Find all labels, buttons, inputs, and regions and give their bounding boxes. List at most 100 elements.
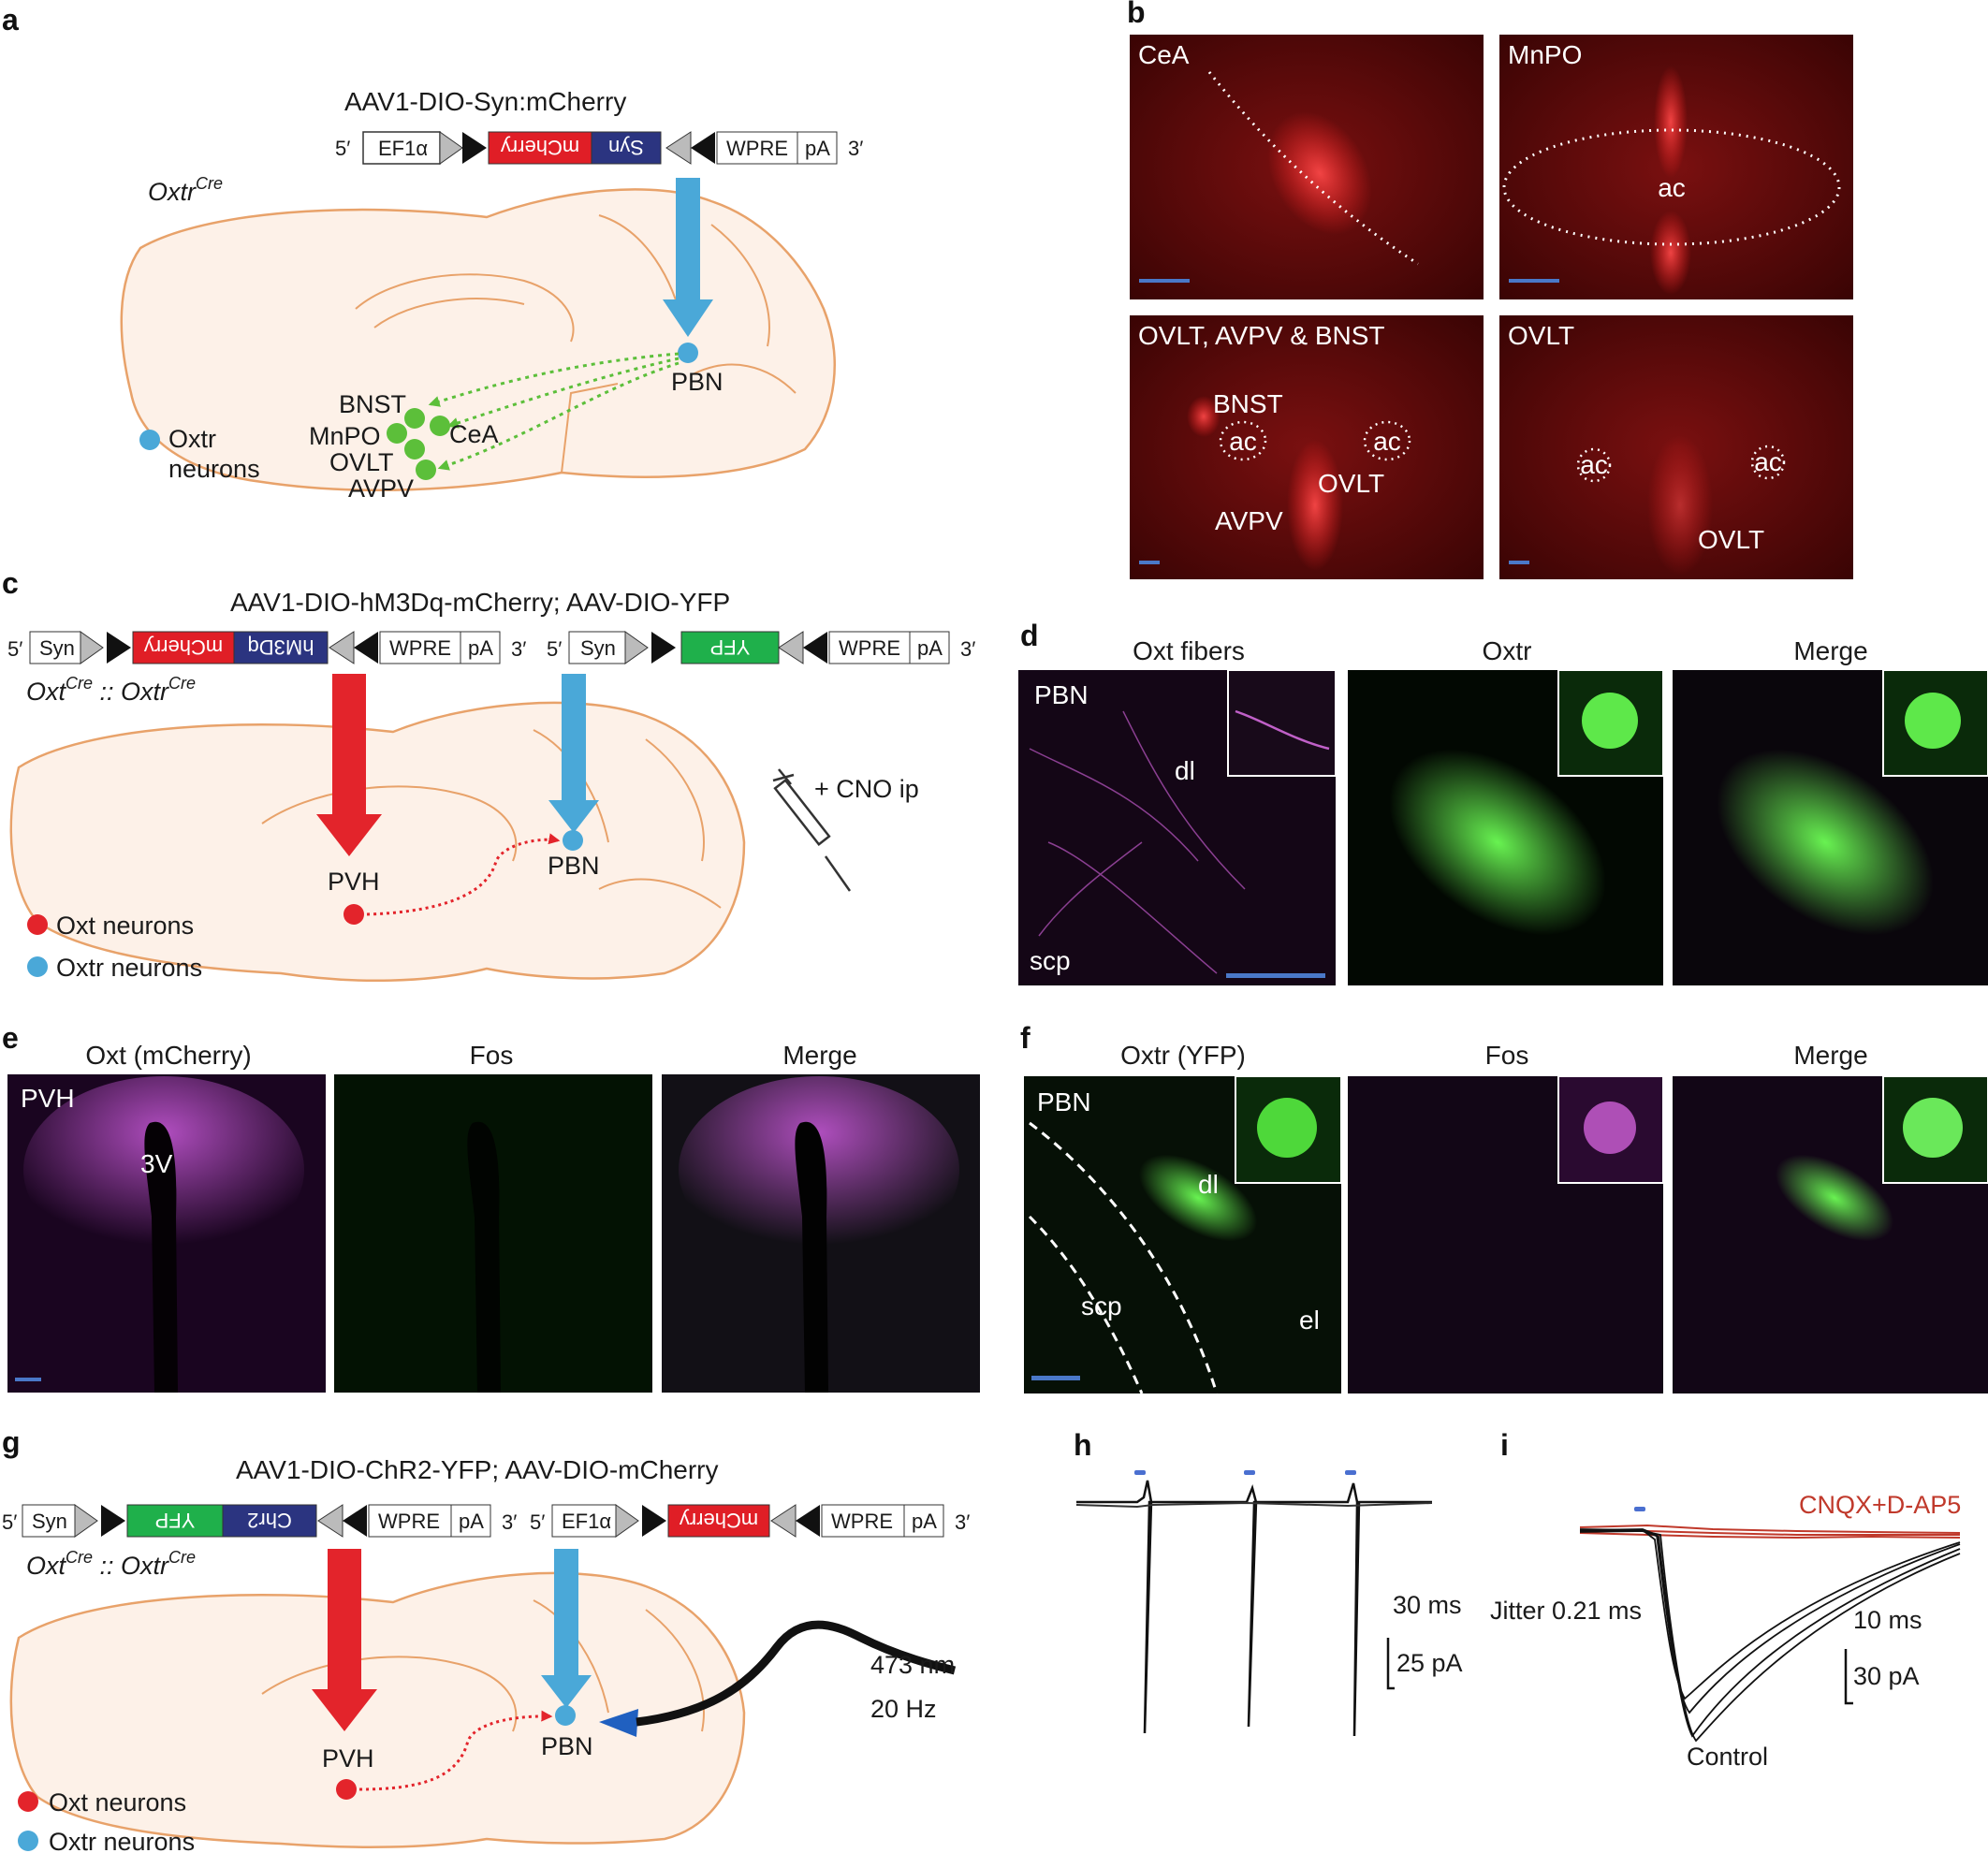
cno-label: + CNO ip: [814, 775, 919, 803]
label-el-f: el: [1299, 1306, 1320, 1335]
prime3-a: 3′: [848, 137, 863, 160]
jitter-label: Jitter 0.21 ms: [1490, 1597, 1642, 1625]
label-ac-b4-left: ac: [1580, 450, 1608, 479]
title-d2: Oxtr: [1483, 636, 1532, 665]
svg-text:5′: 5′: [2, 1510, 17, 1534]
label-dl-f: dl: [1198, 1170, 1219, 1199]
svg-text:Syn: Syn: [32, 1510, 67, 1533]
injection-arrow-head-a: [663, 299, 713, 337]
spike-trace: [1076, 1480, 1432, 1737]
scale-amp-h: 25 pA: [1396, 1649, 1463, 1677]
label-bnst-b3: BNST: [1213, 389, 1283, 418]
svg-text:3′: 3′: [511, 637, 526, 661]
mnpo-signal: [1654, 66, 1688, 178]
svg-text:YFP: YFP: [710, 635, 751, 659]
scale-bar: [1031, 1376, 1080, 1380]
mouse-line-a: OxtrCre: [148, 174, 223, 206]
construct-a: 5′ EF1α mCherry Syn WPRE pA 3′: [335, 131, 863, 165]
construct-title-c: AAV1-DIO-hM3Dq-mCherry; AAV-DIO-YFP: [230, 588, 730, 617]
stim-markers-h: [1134, 1470, 1356, 1475]
panel-letter-d: d: [1020, 619, 1039, 652]
scale-time-h: 30 ms: [1393, 1591, 1462, 1619]
mcherry-label: mCherry: [501, 136, 579, 159]
svg-text:3′: 3′: [960, 637, 975, 661]
syn-label: Syn: [608, 136, 644, 159]
loxp-triangle: [439, 131, 463, 165]
panel-letter-c: c: [2, 566, 19, 600]
svg-text:5′: 5′: [547, 637, 562, 661]
panel-a: a AAV1-DIO-Syn:mCherry 5′ EF1α mCherry S…: [2, 3, 863, 503]
panel-b: b CeA ac MnPO OVLT, AVPV & BNST BNST ac …: [1127, 0, 1853, 579]
title-e1: Oxt (mCherry): [85, 1041, 251, 1070]
scale-bar-i: [1844, 1649, 1853, 1705]
pbn-dot-a: [678, 343, 698, 363]
construct-c2: 5′ Syn YFP WPRE pA 3′: [547, 631, 975, 664]
projection-arrow-c: [366, 833, 561, 916]
scale-bar: [1509, 279, 1559, 283]
legend-dot-oxtr-c: [27, 956, 48, 977]
svg-text:mCherry: mCherry: [680, 1509, 758, 1532]
injection-arrow-oxt-c: [332, 674, 366, 814]
control-traces: [1579, 1528, 1961, 1743]
svg-text:Syn: Syn: [580, 636, 616, 660]
title-d3: Merge: [1793, 636, 1867, 665]
scale-time-i: 10 ms: [1853, 1606, 1922, 1634]
title-e3: Merge: [782, 1041, 856, 1070]
scale-bar: [1139, 561, 1160, 564]
ovlt-signal: [1287, 440, 1343, 571]
svg-text:hM3Dq: hM3Dq: [248, 635, 314, 659]
syn-box: [591, 131, 662, 165]
label-scp-f: scp: [1081, 1291, 1122, 1320]
cea-signal: [1267, 111, 1372, 235]
legend-dot-oxtr-a: [139, 430, 160, 450]
svg-text:Syn: Syn: [39, 636, 75, 660]
ovlt-signal: [1647, 435, 1713, 576]
construct-g2: 5′ EF1α mCherry WPRE pA 3′: [530, 1504, 970, 1538]
title-f1: Oxtr (YFP): [1120, 1041, 1246, 1070]
svg-text:pA: pA: [459, 1510, 484, 1533]
svg-text:3′: 3′: [502, 1510, 517, 1534]
construct-c1: 5′ Syn mCherry hM3Dq WPRE pA 3′: [7, 631, 526, 664]
label-ac-b4-right: ac: [1754, 447, 1782, 476]
panel-letter-a: a: [2, 3, 19, 36]
title-b4: OVLT: [1508, 321, 1574, 350]
panel-f: f Oxtr (YFP) Fos Merge PBN dl scp el: [1020, 1021, 1988, 1394]
svg-text:YFP: YFP: [155, 1509, 196, 1532]
label-dl-d: dl: [1175, 756, 1195, 785]
legend-dot-oxtr-g: [18, 1831, 38, 1851]
svg-text:mCherry: mCherry: [144, 635, 223, 659]
inset-d1: [1227, 669, 1337, 777]
mouse-line-c: OxtCre :: OxtrCre: [26, 674, 196, 706]
label-pvh-e: PVH: [21, 1084, 75, 1113]
laser-wavelength: 473 nm: [870, 1651, 955, 1679]
ac-outline: [1219, 420, 1267, 461]
title-f3: Merge: [1793, 1041, 1867, 1070]
pvh-dot-g: [336, 1779, 357, 1800]
construct-g1: 5′ Syn YFP Chr2 WPRE pA 3′: [2, 1504, 517, 1538]
svg-text:pA: pA: [912, 1510, 937, 1533]
title-b1: CeA: [1138, 40, 1190, 69]
pvh-dot-c: [344, 904, 364, 925]
label-ovlt-b4: OVLT: [1698, 525, 1764, 554]
svg-text:WPRE: WPRE: [389, 636, 451, 660]
pbn-label-c: PBN: [548, 852, 600, 880]
label-avpv-b3: AVPV: [1215, 506, 1283, 535]
target-dots-a: [387, 408, 450, 480]
label-pbn-d: PBN: [1034, 680, 1089, 709]
svg-text:WPRE: WPRE: [839, 636, 900, 660]
label-ovlt-a: OVLT: [329, 448, 394, 476]
svg-text:5′: 5′: [530, 1510, 545, 1534]
pvh-label-g: PVH: [322, 1744, 374, 1773]
svg-text:5′: 5′: [7, 637, 22, 661]
label-scp-d: scp: [1030, 946, 1071, 975]
legend-oxtr-c: Oxtr neurons: [56, 954, 202, 982]
panel-letter-f: f: [1020, 1021, 1031, 1055]
label-avpv-a: AVPV: [348, 474, 414, 503]
svg-text:3′: 3′: [955, 1510, 970, 1534]
label-ac-b3-left: ac: [1229, 427, 1257, 456]
title-b2: MnPO: [1508, 40, 1582, 69]
svg-text:WPRE: WPRE: [831, 1510, 893, 1533]
projection-arrows-a: [428, 352, 680, 471]
mouse-line-g: OxtCre :: OxtrCre: [26, 1548, 196, 1580]
ac-outline: [1363, 420, 1411, 461]
